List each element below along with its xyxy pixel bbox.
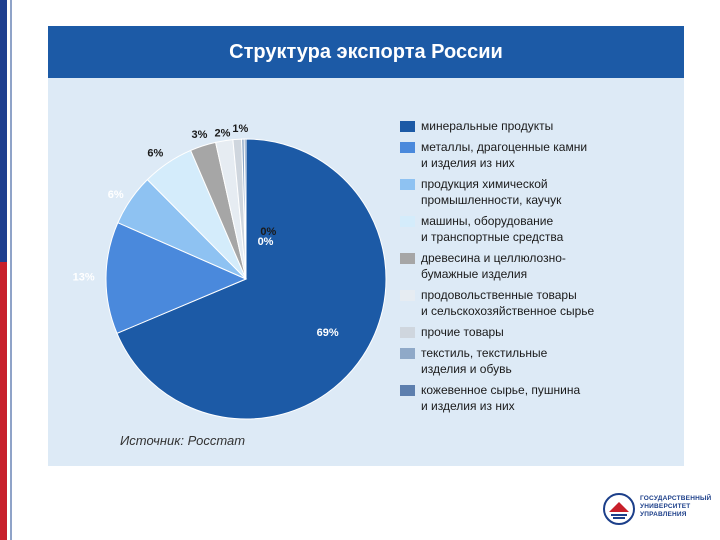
- legend-label: машины, оборудование и транспортные сред…: [421, 214, 564, 244]
- legend-swatch: [400, 253, 415, 264]
- legend-item: металлы, драгоценные камни и изделия из …: [400, 139, 680, 171]
- legend-label: древесина и целлюлозно- бумажные изделия: [421, 251, 566, 281]
- legend-item: текстиль, текстильные изделия и обувь: [400, 345, 680, 377]
- legend-label: минеральные продукты: [421, 119, 554, 133]
- slice-label: 0%: [260, 226, 276, 238]
- legend-swatch: [400, 216, 415, 227]
- legend-swatch: [400, 290, 415, 301]
- legend-label: текстиль, текстильные изделия и обувь: [421, 346, 548, 376]
- legend-swatch: [400, 142, 415, 153]
- legend-item: кожевенное сырье, пушнина и изделия из н…: [400, 382, 680, 414]
- legend-item: машины, оборудование и транспортные сред…: [400, 213, 680, 245]
- slice-label: 1%: [232, 123, 248, 135]
- left-accent-line: [10, 0, 12, 540]
- logo-emblem-icon: [603, 493, 635, 525]
- legend-swatch: [400, 121, 415, 132]
- chart-panel: Структура экспорта России 69% 13% 6% 6% 3% 2%…: [48, 26, 684, 466]
- legend-item: прочие товары: [400, 324, 680, 340]
- chart-legend: минеральные продукты металлы, драгоценные…: [400, 118, 680, 419]
- university-logo: ГОСУДАРСТВЕННЫЙ УНИВЕРСИТЕТ УПРАВЛЕНИЯ: [602, 492, 712, 528]
- slice-label: 6%: [108, 189, 124, 201]
- logo-text: ГОСУДАРСТВЕННЫЙ УНИВЕРСИТЕТ УПРАВЛЕНИЯ: [640, 495, 712, 518]
- left-accent-red: [0, 262, 7, 540]
- source-note: Источник: Росстат: [120, 433, 246, 448]
- legend-label: кожевенное сырье, пушнина и изделия из н…: [421, 383, 581, 413]
- slice-label: 3%: [192, 129, 208, 141]
- slice-label: 13%: [73, 272, 95, 284]
- legend-label: прочие товары: [421, 325, 504, 339]
- legend-swatch: [400, 327, 415, 338]
- legend-item: древесина и целлюлозно- бумажные изделия: [400, 250, 680, 282]
- pie-slice: [243, 138, 247, 280]
- left-accent-blue: [0, 0, 7, 262]
- pie-slice: [116, 138, 387, 420]
- legend-item: продукция химической промышленности, кау…: [400, 176, 680, 208]
- legend-swatch: [400, 385, 415, 396]
- legend-item: минеральные продукты: [400, 118, 680, 134]
- pie-chart: 69% 13% 6% 6% 3% 2% 1% 0%0%: [73, 123, 387, 420]
- slice-label: 6%: [147, 148, 163, 160]
- legend-swatch: [400, 348, 415, 359]
- slice-label: 69%: [317, 327, 339, 339]
- chart-title: Структура экспорта России: [48, 26, 684, 78]
- legend-label: металлы, драгоценные камни и изделия из …: [421, 140, 588, 170]
- slice-label: 2%: [215, 128, 231, 140]
- legend-swatch: [400, 179, 415, 190]
- pie-slice: [105, 221, 248, 334]
- legend-label: продовольственные товары и сельскохозяйс…: [421, 288, 595, 318]
- slice-label: 0%: [258, 236, 274, 248]
- legend-label: продукция химической промышленности, кау…: [421, 177, 562, 207]
- legend-item: продовольственные товары и сельскохозяйс…: [400, 287, 680, 319]
